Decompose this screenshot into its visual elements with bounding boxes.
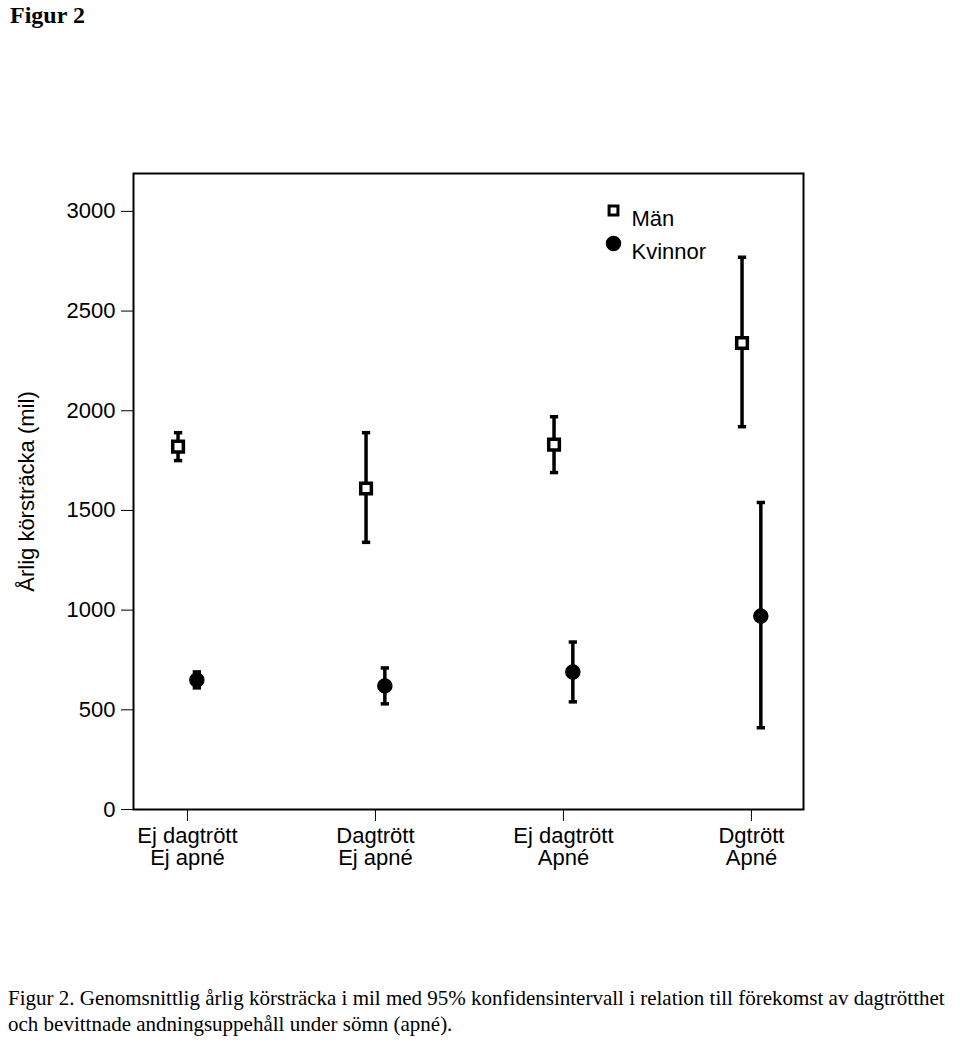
- svg-text:Årlig körsträcka (mil): Årlig körsträcka (mil): [14, 391, 39, 591]
- svg-text:2500: 2500: [67, 298, 116, 323]
- svg-text:DagtröttEj apné: DagtröttEj apné: [336, 823, 414, 870]
- svg-text:Ej dagtröttApné: Ej dagtröttApné: [513, 823, 613, 870]
- svg-text:1500: 1500: [67, 497, 116, 522]
- html-text:Figur 2. Genomsnittlig årlig k: Figur 2. Genomsnittlig årlig körsträcka …: [8, 986, 945, 1036]
- svg-text:Ej dagtröttEj apné: Ej dagtröttEj apné: [137, 823, 237, 870]
- svg-text:1000: 1000: [67, 597, 116, 622]
- svg-text:2000: 2000: [67, 398, 116, 423]
- svg-text:Män: Män: [632, 206, 675, 231]
- svg-text:Kvinnor: Kvinnor: [632, 239, 707, 264]
- svg-text:0: 0: [103, 797, 115, 822]
- svg-text:3000: 3000: [67, 198, 116, 223]
- svg-text:500: 500: [79, 697, 116, 722]
- svg-text:DgtröttApné: DgtröttApné: [718, 823, 784, 870]
- html-text:Figur 2: Figur 2: [10, 2, 85, 28]
